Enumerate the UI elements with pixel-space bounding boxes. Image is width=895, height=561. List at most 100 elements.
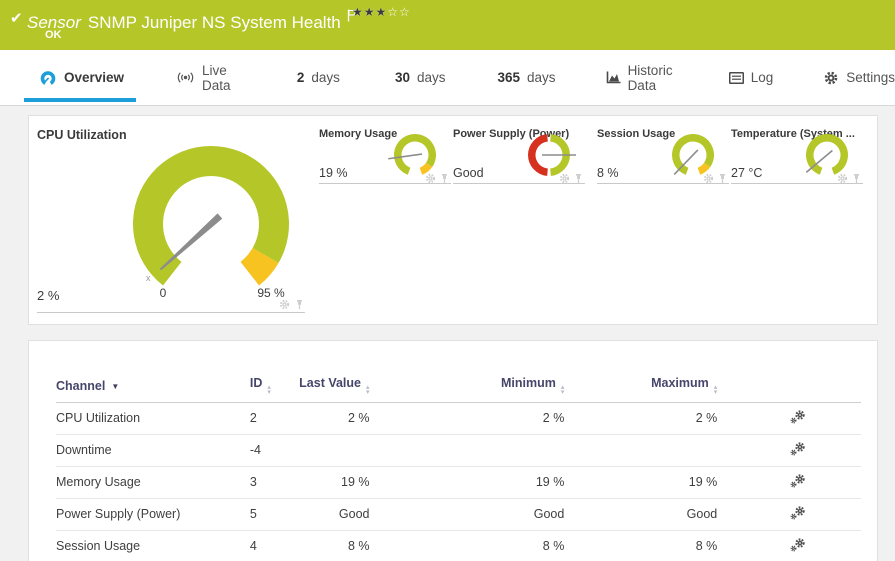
session-gauge [671,133,714,175]
tab-bar: Overview Live Data 2 days 30 days 365 da… [0,50,895,106]
gear-icon[interactable] [837,171,848,189]
live-data-icon [176,71,195,84]
channel-name: Downtime [56,434,250,467]
tab-overview[interactable]: Overview [23,50,137,105]
gauges-panel: CPU Utilization x 2 % 0 95 % [28,115,878,325]
cpu-gauge-needle [159,213,223,271]
channel-maximum: 19 % [564,466,718,499]
stars-filled: ★★★ [352,5,388,19]
column-header-maximum[interactable]: Maximum ▴ ▾ [564,371,718,403]
status-ok-check-icon: ✔ [10,10,23,27]
cpu-gauge-origin-marker: x [146,273,151,283]
power-gauge-value: Good [453,166,484,180]
cpu-gauge-block: CPU Utilization x 2 % 0 95 % [29,116,319,326]
column-header-settings [717,371,861,403]
channel-name: Session Usage [56,530,250,561]
channel-maximum: 2 % [564,402,718,435]
tab-settings[interactable]: Settings [823,50,895,105]
channel-settings-icon[interactable] [789,505,807,523]
temperature-gauge-value: 27 °C [731,166,763,180]
pin-icon[interactable] [852,171,861,189]
channel-minimum: 2 % [369,402,565,435]
gauge-icon [40,70,57,86]
tab-live-data[interactable]: Live Data [176,50,239,105]
memory-gauge-needle [388,153,423,160]
sensor-title-line: Sensor SNMP Juniper NS System Health [27,7,356,33]
sensor-status-bar: ✔ Sensor SNMP Juniper NS System Health ★★… [0,0,895,50]
channel-id: 4 [249,530,300,561]
power-gauge [528,134,576,176]
stars-empty: ☆☆ [387,5,411,19]
channel-name: Memory Usage [56,466,250,499]
tab-live-data-label: Live Data [202,62,231,93]
channel-id: 3 [249,466,300,499]
channel-last-value: 2 % [299,402,370,435]
channel-settings-icon[interactable] [789,409,807,427]
memory-gauge [388,133,436,175]
channel-name: CPU Utilization [56,402,250,435]
tab-30-days-number: 30 [394,70,410,85]
tab-2-days-label: days [311,70,340,85]
cpu-gauge: x [133,145,290,286]
session-gauge-needle [673,149,699,175]
sort-icon: ▴ ▾ [560,384,565,396]
column-header-id[interactable]: ID ▴ ▾ [249,371,300,403]
tab-2-days-number: 2 [296,70,305,85]
channel-settings-icon[interactable] [789,537,807,555]
tab-overview-label: Overview [64,70,125,85]
channel-last-value [299,434,370,467]
channel-id: -4 [249,434,300,467]
tab-settings-label: Settings [846,70,895,85]
tab-30-days[interactable]: 30 days [395,50,446,105]
channel-settings-icon[interactable] [789,473,807,491]
sort-icon: ▴ ▾ [267,384,271,396]
pin-icon[interactable] [440,171,449,189]
channel-id: 5 [249,498,300,531]
sort-desc-icon: ▼ [111,381,120,391]
column-header-last-value[interactable]: Last Value ▴ ▾ [299,371,370,403]
tab-log[interactable]: Log [728,50,774,105]
memory-gauge-block: Memory Usage 19 % [319,126,451,184]
channel-name: Power Supply (Power) [56,498,250,531]
gear-icon[interactable] [425,171,436,189]
session-gauge-title: Session Usage [597,128,676,140]
settings-gear-icon [823,70,839,86]
flag-icon[interactable] [347,7,356,27]
cpu-gauge-value: 2 % [37,288,60,303]
tab-365-days[interactable]: 365 days [498,50,556,105]
pin-icon[interactable] [718,171,727,189]
temperature-gauge-block: Temperature (System ... 27 °C [731,126,863,184]
channel-minimum: 8 % [369,530,565,561]
session-gauge-block: Session Usage 8 % [597,126,729,184]
log-icon [728,71,744,84]
cpu-gauge-scale-end: 95 % [257,286,285,300]
column-header-minimum[interactable]: Minimum ▴ ▾ [369,371,565,403]
tab-2-days[interactable]: 2 days [297,50,340,105]
tab-log-label: Log [750,70,774,85]
table-row: CPU Utilization 2 2 % 2 % 2 % [56,402,861,435]
table-row: Memory Usage 3 19 % 19 % 19 % [56,466,861,499]
memory-gauge-value: 19 % [319,166,348,180]
channel-settings-icon[interactable] [789,441,807,459]
table-row: Power Supply (Power) 5 Good Good Good [56,498,861,531]
power-gauge-block: Power Supply (Power) Good [453,126,585,184]
memory-gauge-title: Memory Usage [319,128,398,140]
tab-historic-data[interactable]: Historic Data [606,50,681,105]
column-header-channel[interactable]: Channel ▼ [56,371,250,403]
tab-30-days-label: days [416,70,446,85]
tab-365-days-label: days [527,70,556,85]
channels-panel: Channel ▼ ID ▴ ▾ Last Value ▴ ▾ Minimum ▴ ▾ Max… [28,340,878,561]
session-gauge-value: 8 % [597,166,619,180]
temperature-gauge [805,133,848,175]
channel-maximum: 8 % [564,530,718,561]
temperature-gauge-needle [805,149,833,173]
gear-icon[interactable] [559,171,570,189]
gear-icon[interactable] [279,297,290,315]
priority-stars[interactable]: ★★★☆☆ [352,5,411,19]
channel-minimum: 19 % [369,466,565,499]
table-header-row: Channel ▼ ID ▴ ▾ Last Value ▴ ▾ Minimum ▴ ▾ Max… [56,371,861,403]
pin-icon[interactable] [295,297,304,315]
channel-maximum: Good [564,498,718,531]
gear-icon[interactable] [703,171,714,189]
pin-icon[interactable] [574,171,583,189]
